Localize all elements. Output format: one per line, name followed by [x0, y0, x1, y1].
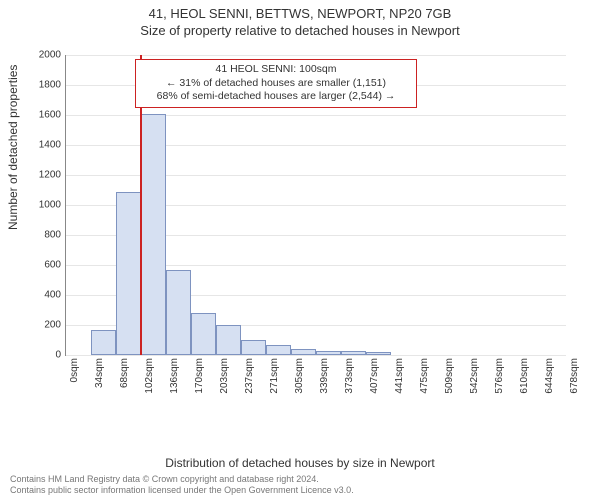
x-tick-label: 644sqm: [544, 358, 555, 394]
attribution-line-2: Contains public sector information licen…: [10, 485, 354, 496]
x-tick-label: 305sqm: [294, 358, 305, 394]
y-axis-label: Number of detached properties: [6, 65, 20, 230]
y-tick-label: 600: [21, 260, 61, 271]
info-line-1: 41 HEOL SENNI: 100sqm: [136, 63, 416, 77]
y-tick-label: 1600: [21, 110, 61, 121]
x-tick-label: 102sqm: [144, 358, 155, 394]
x-tick-label: 0sqm: [69, 358, 80, 382]
histogram-bar: [291, 349, 316, 355]
x-tick-label: 542sqm: [469, 358, 480, 394]
histogram-bar: [141, 114, 166, 356]
x-tick-label: 203sqm: [219, 358, 230, 394]
x-tick-label: 678sqm: [569, 358, 580, 394]
histogram-bar: [216, 325, 241, 355]
y-tick-label: 2000: [21, 50, 61, 61]
x-tick-label: 576sqm: [494, 358, 505, 394]
x-tick-label: 441sqm: [394, 358, 405, 394]
histogram-bar: [91, 330, 116, 356]
x-tick-label: 610sqm: [519, 358, 530, 394]
histogram-bar: [241, 340, 266, 355]
histogram-bar: [316, 351, 341, 356]
chart-container: 41, HEOL SENNI, BETTWS, NEWPORT, NP20 7G…: [0, 0, 600, 500]
x-axis-label: Distribution of detached houses by size …: [0, 456, 600, 470]
y-tick-label: 1000: [21, 200, 61, 211]
histogram-bar: [166, 270, 191, 356]
histogram-bar: [366, 352, 391, 355]
info-line-2: ← 31% of detached houses are smaller (1,…: [136, 77, 416, 91]
chart-zone: 02004006008001000120014001600180020000sq…: [65, 55, 565, 405]
x-tick-label: 136sqm: [169, 358, 180, 394]
x-tick-label: 339sqm: [319, 358, 330, 394]
attribution-line-1: Contains HM Land Registry data © Crown c…: [10, 474, 354, 485]
x-tick-label: 475sqm: [419, 358, 430, 394]
y-tick-label: 0: [21, 350, 61, 361]
histogram-bar: [266, 345, 291, 356]
x-tick-label: 271sqm: [269, 358, 280, 394]
info-line-3: 68% of semi-detached houses are larger (…: [136, 90, 416, 104]
y-tick-label: 400: [21, 290, 61, 301]
x-tick-label: 68sqm: [119, 358, 130, 388]
x-tick-label: 373sqm: [344, 358, 355, 394]
x-tick-label: 170sqm: [194, 358, 205, 394]
histogram-bar: [341, 351, 366, 356]
histogram-bar: [116, 192, 141, 356]
histogram-bar: [191, 313, 216, 355]
gridline-h: [66, 355, 566, 356]
subtitle: Size of property relative to detached ho…: [0, 21, 600, 38]
y-tick-label: 200: [21, 320, 61, 331]
x-tick-label: 34sqm: [94, 358, 105, 388]
x-tick-label: 407sqm: [369, 358, 380, 394]
info-box: 41 HEOL SENNI: 100sqm ← 31% of detached …: [135, 59, 417, 108]
address-title: 41, HEOL SENNI, BETTWS, NEWPORT, NP20 7G…: [0, 0, 600, 21]
y-tick-label: 800: [21, 230, 61, 241]
x-tick-label: 509sqm: [444, 358, 455, 394]
x-tick-label: 237sqm: [244, 358, 255, 394]
y-tick-label: 1200: [21, 170, 61, 181]
y-tick-label: 1400: [21, 140, 61, 151]
y-tick-label: 1800: [21, 80, 61, 91]
attribution: Contains HM Land Registry data © Crown c…: [10, 474, 354, 496]
